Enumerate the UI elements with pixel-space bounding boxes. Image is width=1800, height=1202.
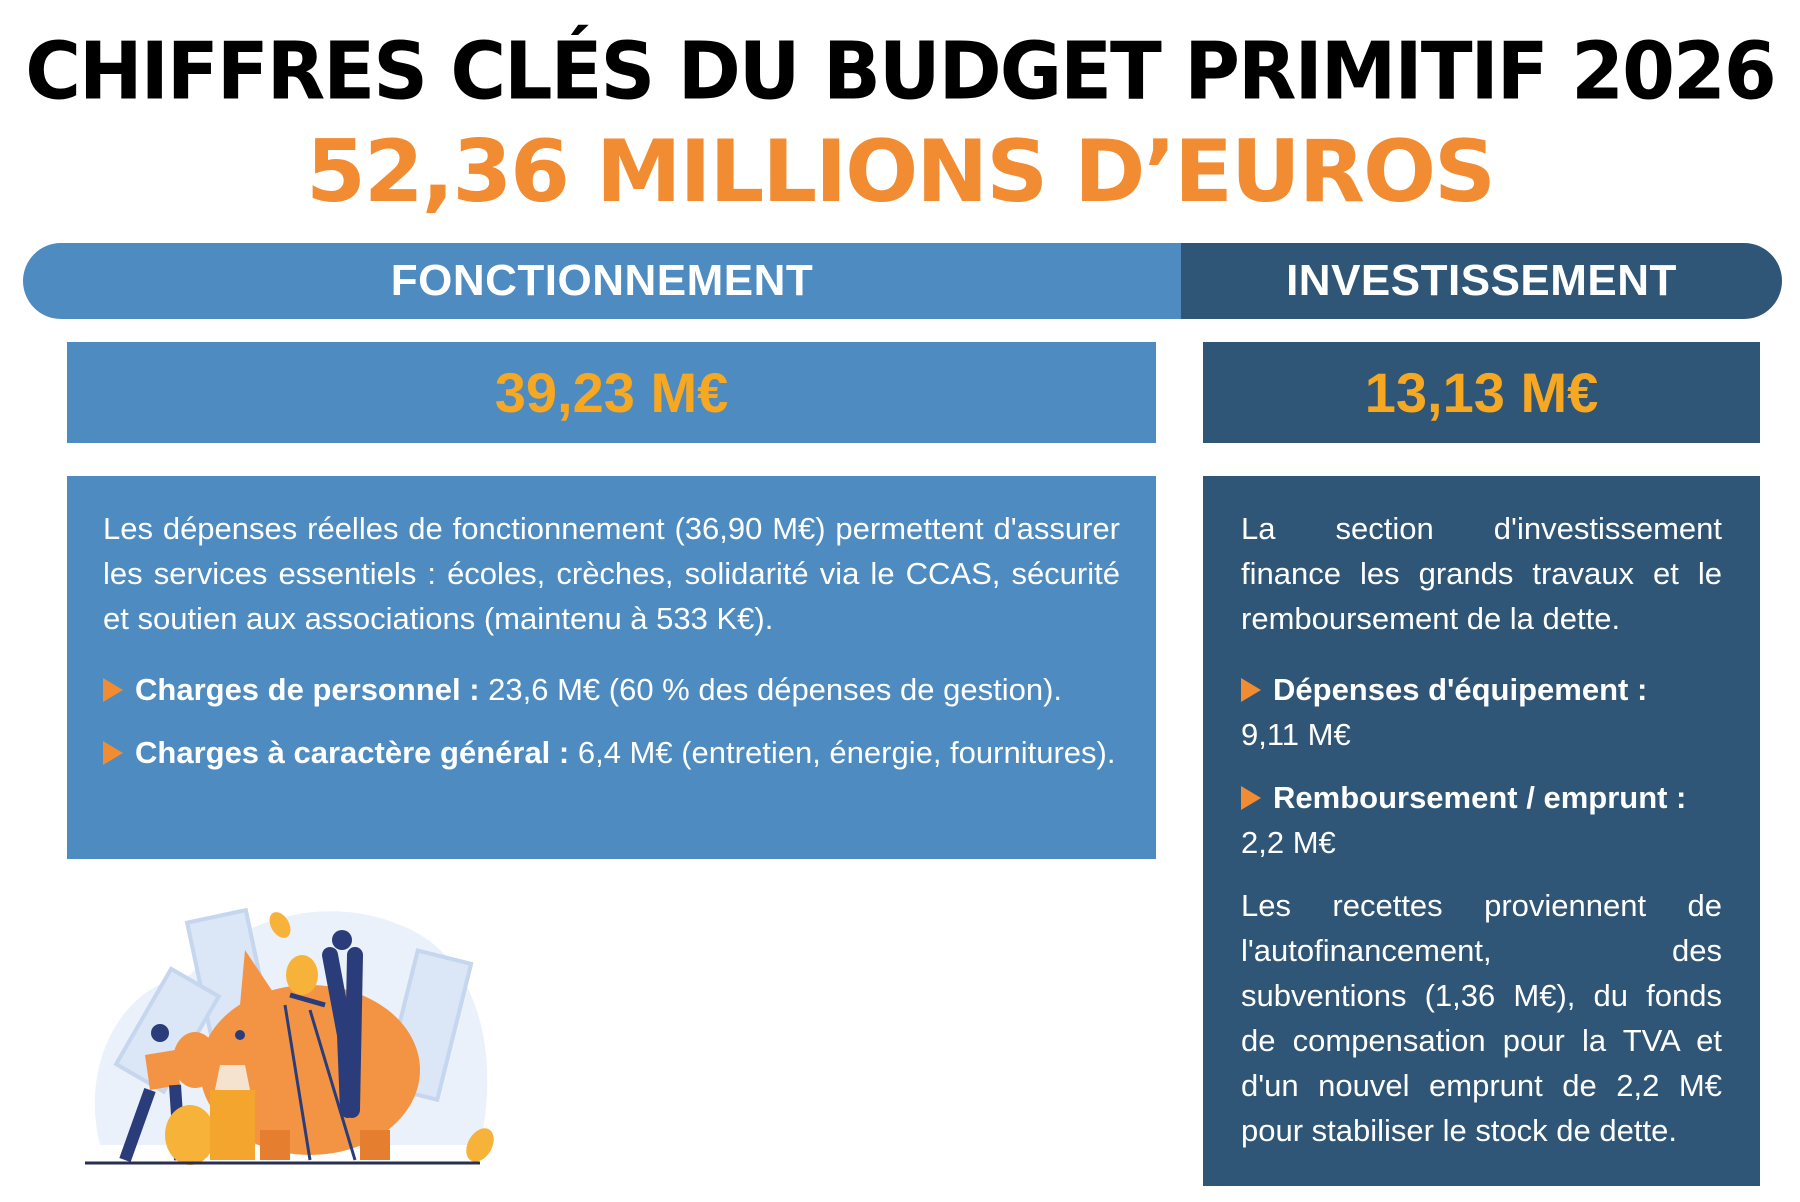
triangle-bullet-icon: [1241, 678, 1261, 702]
item-label: Remboursement / emprunt :: [1273, 780, 1687, 815]
list-item: Remboursement / emprunt : 2,2 M€: [1241, 775, 1722, 865]
piggy-bank-illustration: [85, 907, 494, 1165]
item-text: 9,11 M€: [1241, 717, 1351, 752]
investissement-details: La section d'investissement finance les …: [1203, 476, 1760, 1186]
list-item: Charges à caractère général : 6,4 M€ (en…: [103, 730, 1120, 775]
item-text: 23,6 M€ (60 % des dépenses de gestion).: [479, 672, 1063, 707]
section-header-bar: FONCTIONNEMENT INVESTISSEMENT: [23, 243, 1782, 319]
fonctionnement-header: FONCTIONNEMENT: [23, 243, 1181, 319]
item-text: 2,2 M€: [1241, 825, 1336, 860]
total-budget: 52,36 MILLIONS D’EUROS: [305, 122, 1496, 222]
investissement-label: INVESTISSEMENT: [1286, 256, 1677, 305]
investissement-intro: La section d'investissement finance les …: [1241, 511, 1722, 636]
page-title: CHIFFRES CLÉS DU BUDGET PRIMITIF 2026: [25, 23, 1776, 118]
fonctionnement-label: FONCTIONNEMENT: [390, 256, 814, 305]
fonctionnement-intro: Les dépenses réelles de fonctionnement (…: [103, 511, 1120, 636]
fonctionnement-details: Les dépenses réelles de fonctionnement (…: [67, 476, 1156, 859]
item-label: Dépenses d'équipement :: [1273, 672, 1648, 707]
triangle-bullet-icon: [103, 678, 123, 702]
item-text: 6,4 M€ (entretien, énergie, fournitures)…: [569, 735, 1116, 770]
triangle-bullet-icon: [103, 741, 123, 765]
investissement-outro: Les recettes proviennent de l'autofinanc…: [1241, 888, 1722, 1148]
item-label: Charges de personnel :: [135, 672, 480, 707]
list-item: Dépenses d'équipement : 9,11 M€: [1241, 667, 1722, 757]
item-label: Charges à caractère général :: [135, 735, 570, 770]
investissement-amount: 13,13 M€: [1203, 342, 1760, 443]
fonctionnement-amount: 39,23 M€: [67, 342, 1156, 443]
triangle-bullet-icon: [1241, 786, 1261, 810]
investissement-header: INVESTISSEMENT: [1181, 243, 1782, 319]
list-item: Charges de personnel : 23,6 M€ (60 % des…: [103, 667, 1120, 712]
